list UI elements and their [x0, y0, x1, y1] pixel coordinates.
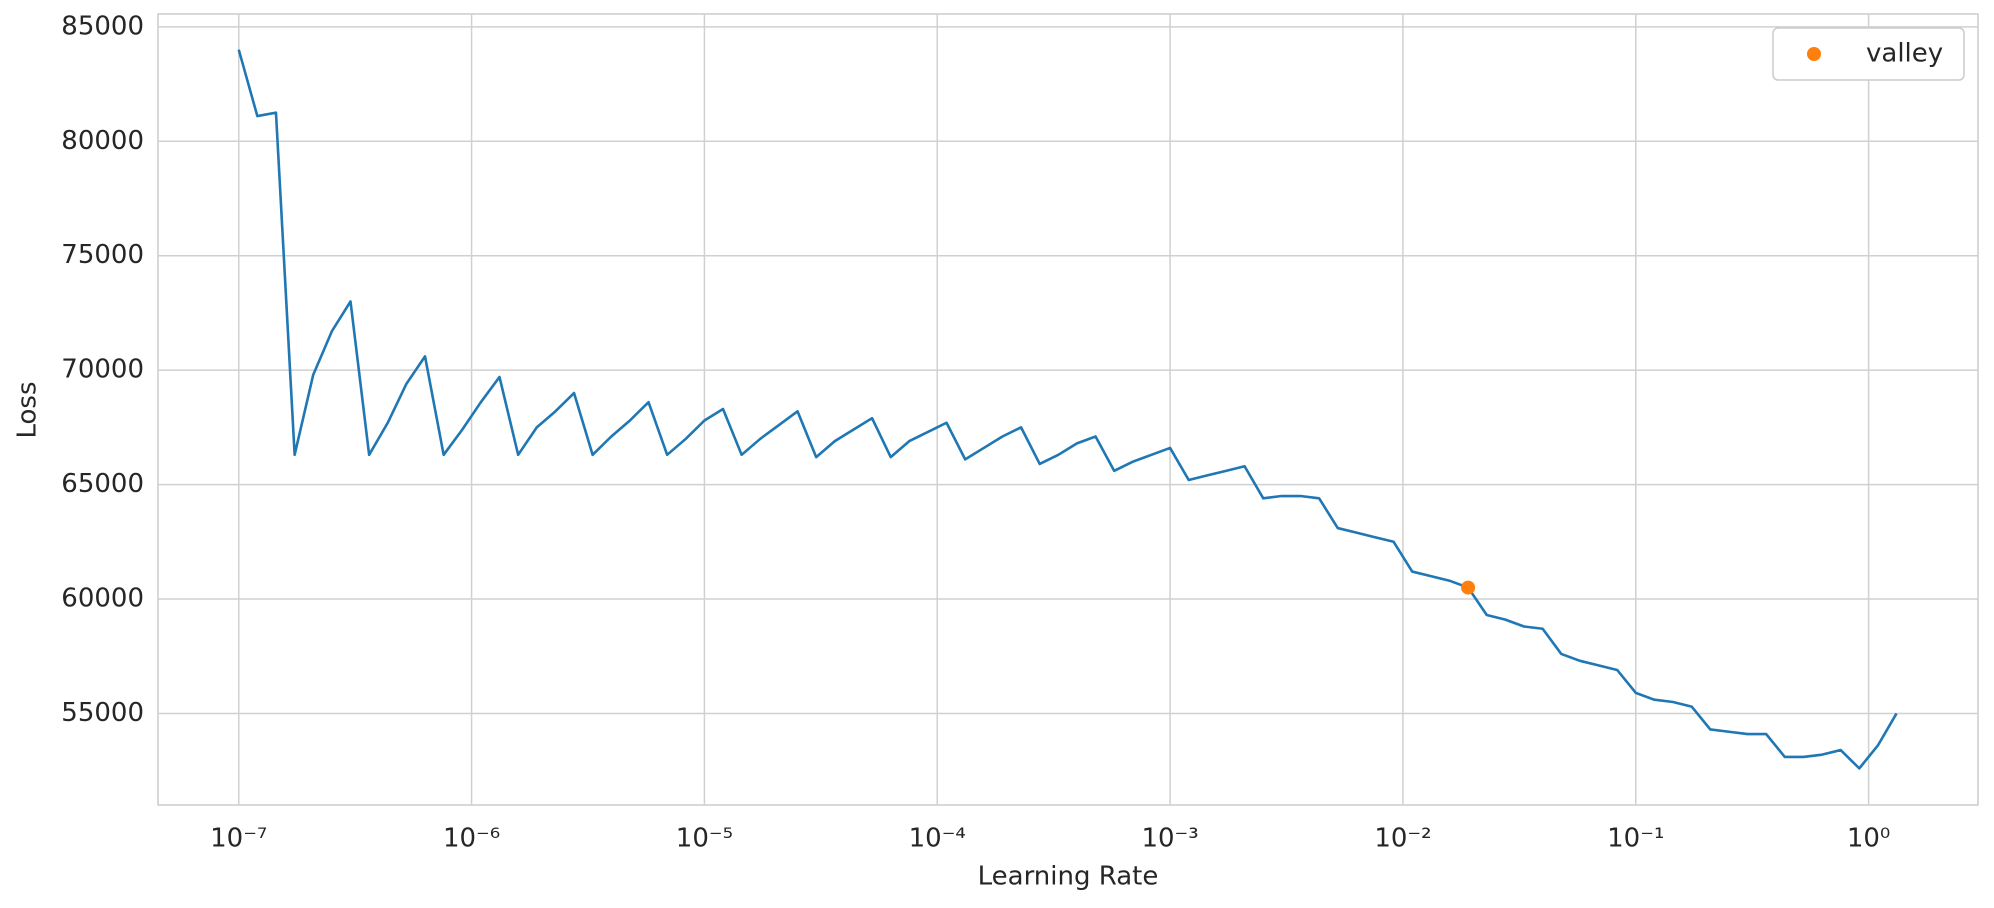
legend: valley: [1772, 27, 1965, 81]
loss-line: [237, 49, 1898, 770]
y-axis-label: Loss: [13, 381, 43, 438]
y-tick-label: 75000: [61, 240, 144, 270]
marks: [237, 49, 1898, 770]
legend-label: valley: [1866, 39, 1943, 69]
legend-box: [1772, 27, 1965, 81]
y-tick-label: 70000: [61, 355, 144, 385]
y-tick-label: 60000: [61, 584, 144, 614]
y-tick-label: 85000: [61, 11, 144, 41]
x-tick-label: 10⁻⁴: [909, 824, 966, 854]
x-axis-label: Learning Rate: [978, 862, 1159, 892]
y-tick-label: 55000: [61, 698, 144, 728]
y-tick-label: 65000: [61, 469, 144, 499]
x-tick-label: 10⁻³: [1141, 824, 1198, 854]
plot-frame: [157, 13, 1979, 806]
x-tick-label: 10⁰: [1847, 824, 1891, 854]
x-tick-label: 10⁻⁷: [210, 824, 267, 854]
valley-point: [1461, 580, 1476, 595]
x-tick-label: 10⁻¹: [1607, 824, 1664, 854]
grid: [158, 14, 1978, 805]
x-tick-label: 10⁻⁶: [443, 824, 500, 854]
x-tick-label: 10⁻²: [1374, 824, 1431, 854]
x-tick-label: 10⁻⁵: [676, 824, 733, 854]
legend-marker: [1807, 47, 1821, 61]
y-tick-label: 80000: [61, 126, 144, 156]
